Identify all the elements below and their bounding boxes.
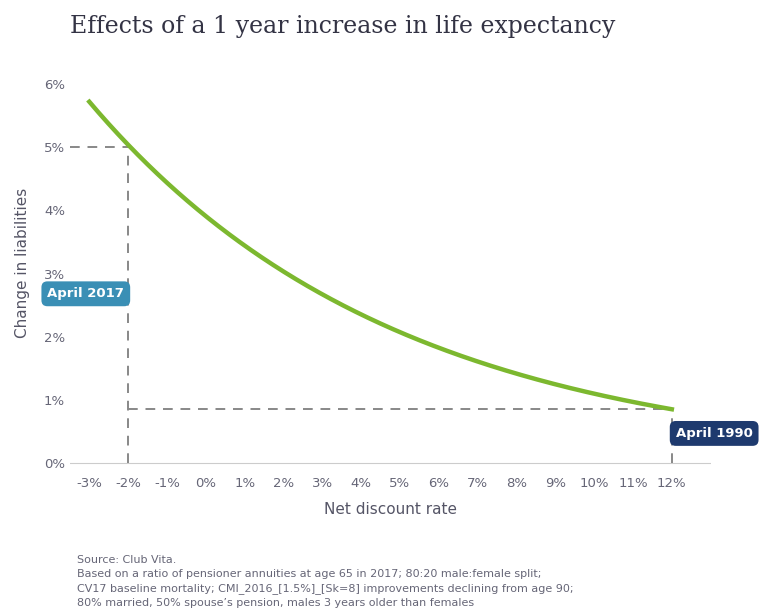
Text: April 2017: April 2017	[48, 287, 124, 300]
Text: Source: Club Vita.
Based on a ratio of pensioner annuities at age 65 in 2017; 80: Source: Club Vita. Based on a ratio of p…	[77, 555, 574, 608]
Text: April 1990: April 1990	[676, 427, 752, 440]
Text: Effects of a 1 year increase in life expectancy: Effects of a 1 year increase in life exp…	[70, 15, 615, 38]
Y-axis label: Change in liabilities: Change in liabilities	[15, 188, 30, 338]
X-axis label: Net discount rate: Net discount rate	[323, 502, 457, 516]
